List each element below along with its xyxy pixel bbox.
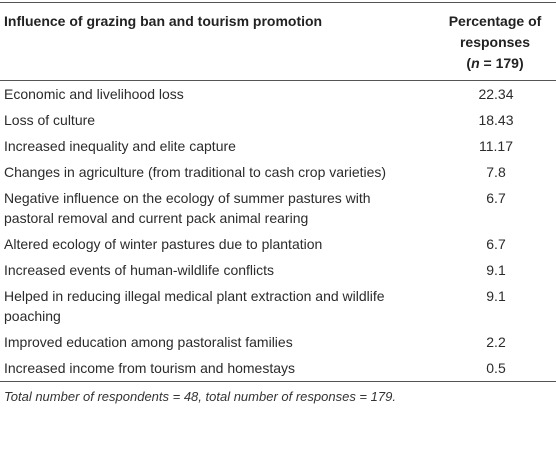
table-row: Helped in reducing illegal medical plant…: [0, 283, 556, 329]
row-label: Loss of culture: [4, 112, 96, 128]
footnote: Total number of respondents = 48, total …: [4, 389, 396, 404]
table-row: Increased inequality and elite capture 11…: [0, 133, 556, 159]
row-label: Negative influence on the ecology of sum…: [4, 190, 371, 226]
row-label: Altered ecology of winter pastures due t…: [4, 236, 323, 252]
table-row: Improved education among pastoralist fam…: [0, 329, 556, 355]
table-row: Altered ecology of winter pastures due t…: [0, 231, 556, 257]
sample-open: (: [466, 55, 472, 71]
row-label: Increased income from tourism and homest…: [4, 360, 296, 376]
row-value: 7.8: [486, 164, 506, 180]
row-value: 9.1: [486, 262, 506, 278]
header-cell: Influence of grazing ban and tourism pro…: [4, 13, 323, 29]
row-value: 9.1: [486, 288, 506, 304]
header-row: Influence of grazing ban and tourism pro…: [0, 2, 556, 81]
table-row: Increased income from tourism and homest…: [0, 355, 556, 382]
row-label: Helped in reducing illegal medical plant…: [4, 288, 385, 324]
row-value: 2.2: [486, 334, 506, 350]
row-value: 22.34: [478, 86, 514, 102]
row-label: Economic and livelihood loss: [4, 86, 184, 102]
row-label: Increased events of human-wildlife confl…: [4, 262, 275, 278]
table-row: Changes in agriculture (from traditional…: [0, 159, 556, 185]
row-label: Increased inequality and elite capture: [4, 138, 236, 154]
table-header: Influence of grazing ban and tourism pro…: [0, 2, 556, 81]
data-table: Influence of grazing ban and tourism pro…: [0, 2, 556, 382]
row-value: 6.7: [486, 190, 506, 206]
row-value: 18.43: [478, 112, 514, 128]
header-text: Percentage of responses: [448, 13, 542, 50]
row-value: 6.7: [486, 236, 506, 252]
sample-symbol: n: [471, 55, 480, 71]
row-label: Improved education among pastoralist fam…: [4, 334, 293, 350]
header-cell: Percentage of responses (n = 179): [400, 3, 556, 81]
table-row: Negative influence on the ecology of sum…: [0, 185, 556, 231]
table-row: Economic and livelihood loss 22.34: [0, 81, 556, 108]
row-label: Changes in agriculture (from traditional…: [4, 164, 387, 180]
table-row: Increased events of human-wildlife confl…: [0, 257, 556, 283]
row-value: 11.17: [479, 138, 513, 154]
table-row: Loss of culture 18.43: [0, 107, 556, 133]
row-value: 0.5: [486, 360, 506, 376]
sample-value: = 179): [479, 55, 524, 71]
table-body: Economic and livelihood loss 22.34 Loss of…: [0, 81, 556, 382]
